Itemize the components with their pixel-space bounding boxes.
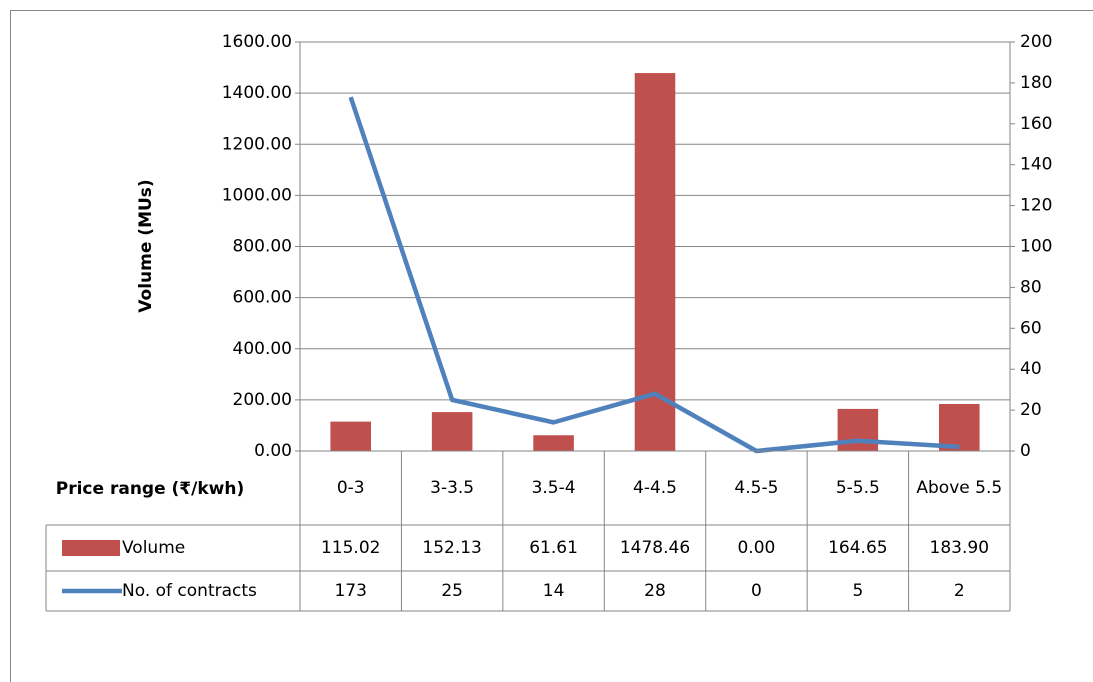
y-tick-label: 800.00 [233, 237, 292, 257]
bar [533, 435, 574, 451]
table-value: 28 [644, 581, 666, 601]
y2-tick-label: 60 [1020, 318, 1042, 338]
legend-label: Volume [122, 538, 185, 558]
chart-frame [10, 10, 1093, 682]
y2-tick-label: 160 [1020, 114, 1052, 134]
y-tick-label: 200.00 [233, 390, 292, 410]
table-value: 173 [334, 581, 366, 601]
table-value: 14 [543, 581, 565, 601]
x-tick-label: 4-4.5 [633, 478, 677, 498]
table-value: 5 [852, 581, 863, 601]
y2-tick-label: 20 [1020, 400, 1042, 420]
y2-tick-label: 140 [1020, 155, 1052, 175]
table-value: 183.90 [930, 538, 989, 558]
legend-label: No. of contracts [122, 581, 257, 601]
y-axis-title: Volume (MUs) [136, 179, 156, 312]
y-tick-label: 1000.00 [222, 185, 292, 205]
x-tick-label: 0-3 [337, 478, 365, 498]
table-value: 61.61 [529, 538, 578, 558]
table-value: 25 [441, 581, 463, 601]
table-value: 1478.46 [620, 538, 690, 558]
line-series [348, 96, 960, 454]
table-value: 164.65 [828, 538, 887, 558]
table-value: 152.13 [422, 538, 481, 558]
x-tick-label: Above 5.5 [916, 478, 1002, 498]
table-value: 115.02 [321, 538, 380, 558]
x-tick-label: 4.5-5 [734, 478, 778, 498]
y-tick-label: 1400.00 [222, 83, 292, 103]
y-tick-label: 1200.00 [222, 134, 292, 154]
table-value: 0.00 [737, 538, 775, 558]
y2-tick-label: 180 [1020, 73, 1052, 93]
x-tick-label: 3.5-4 [532, 478, 576, 498]
bar [837, 408, 879, 451]
bar [939, 403, 980, 451]
legend-key [62, 540, 120, 556]
y-tick-label: 1600.00 [222, 32, 292, 52]
x-tick-label: 3-3.5 [430, 478, 474, 498]
table-value: 0 [751, 581, 762, 601]
bar [330, 421, 371, 451]
y-tick-label: 600.00 [233, 288, 292, 308]
bar [431, 412, 473, 451]
table-value: 2 [954, 581, 965, 601]
y2-tick-label: 120 [1020, 196, 1052, 216]
y2-tick-label: 0 [1020, 441, 1031, 461]
y-tick-label: 400.00 [233, 339, 292, 359]
y2-tick-label: 200 [1020, 32, 1052, 52]
x-axis-title: Price range (₹/kwh) [56, 479, 244, 499]
y-tick-label: 0.00 [254, 441, 292, 461]
y2-tick-label: 40 [1020, 359, 1042, 379]
y2-tick-label: 100 [1020, 237, 1052, 257]
bar [634, 73, 676, 451]
x-tick-label: 5-5.5 [836, 478, 880, 498]
y2-tick-label: 80 [1020, 277, 1042, 297]
